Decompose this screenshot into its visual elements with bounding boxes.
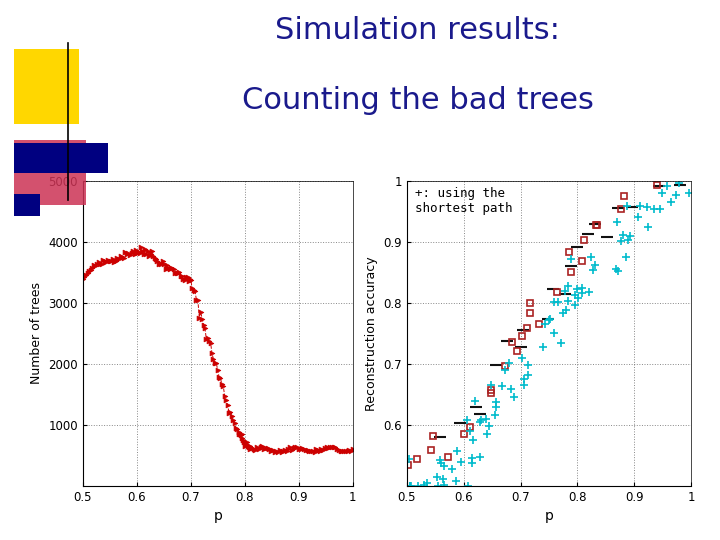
- Text: +: using the
shortest path: +: using the shortest path: [415, 187, 513, 215]
- X-axis label: p: p: [544, 509, 554, 523]
- Y-axis label: Number of trees: Number of trees: [30, 282, 42, 384]
- Text: Simulation results:: Simulation results:: [275, 16, 560, 45]
- X-axis label: p: p: [213, 509, 222, 523]
- Y-axis label: Reconstruction accuracy: Reconstruction accuracy: [365, 256, 378, 411]
- Text: Counting the bad trees: Counting the bad trees: [242, 86, 593, 116]
